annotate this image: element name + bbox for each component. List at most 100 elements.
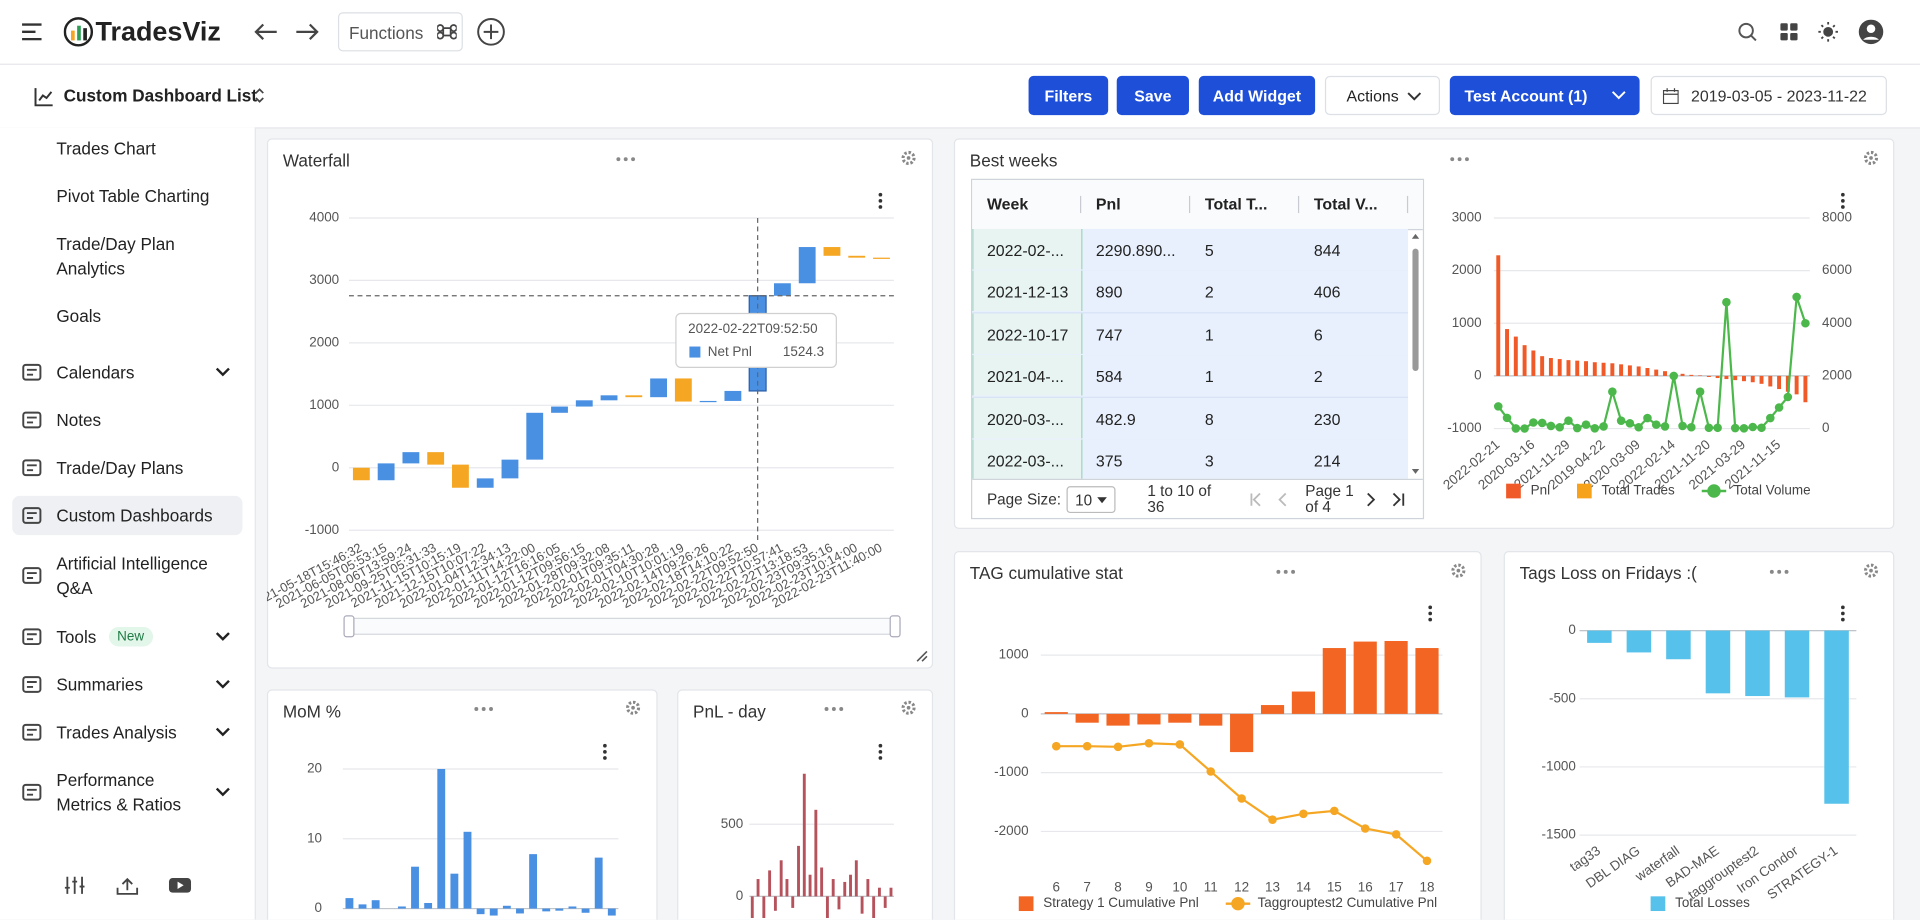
item-icon — [22, 723, 42, 741]
week-cell-bg — [972, 439, 1083, 479]
date-range[interactable]: 2019-03-05 - 2023-11-22 — [1650, 75, 1887, 116]
table-header: Week Pnl Total T... Total V... — [972, 180, 1423, 231]
sidebar-item[interactable]: Trade/Day Plans — [12, 448, 242, 487]
first-prev[interactable] — [1249, 492, 1298, 507]
column-header[interactable]: Total T... — [1204, 194, 1268, 214]
nav-arrows[interactable] — [252, 21, 321, 43]
column-header[interactable]: Pnl — [1095, 194, 1121, 214]
table-row[interactable]: 2021-12-13 890 2 406 — [972, 271, 1409, 314]
table-cell: 2022-02-... — [986, 241, 1064, 260]
functions-box[interactable]: Functions — [337, 12, 463, 52]
sidebar-item[interactable]: Artificial Intelligence Q&A — [12, 551, 242, 600]
sidebar-item[interactable]: Tools New — [12, 617, 242, 656]
actions-button[interactable]: Actions — [1324, 75, 1441, 116]
table-cell: 2021-12-13 — [986, 283, 1069, 302]
date-range-label: 2019-03-05 - 2023-11-22 — [1691, 86, 1867, 106]
table-row[interactable]: 2022-10-17 747 1 6 — [972, 313, 1409, 357]
widget-title: Tags Loss on Fridays :( — [1519, 563, 1697, 583]
functions-label: Functions — [348, 23, 424, 43]
table-cell: 2290.890... — [1095, 241, 1176, 260]
mom-widget: MoM % — [266, 689, 658, 920]
week-cell-bg — [972, 313, 1083, 354]
week-cell-bg — [972, 228, 1083, 270]
sidebar-item[interactable]: Pivot Table Charting — [12, 176, 242, 215]
table-row[interactable]: 2021-04-... 584 1 2 — [972, 355, 1409, 399]
column-separator — [1080, 195, 1082, 214]
add-widget-button[interactable]: Add Widget — [1198, 75, 1316, 116]
widget-title: TAG cumulative stat — [969, 563, 1123, 583]
column-separator — [1188, 195, 1191, 214]
save-button[interactable]: Save — [1116, 75, 1189, 116]
table-cell: 230 — [1313, 409, 1341, 429]
table-cell: 2 — [1204, 283, 1214, 302]
toolbar: Custom Dashboard List Filters Save Add W… — [0, 64, 1920, 129]
table-row[interactable]: 2022-02-... 2290.890... 5 844 — [972, 228, 1409, 272]
week-cell-bg — [972, 397, 1083, 438]
dashboard-icon — [34, 88, 53, 107]
sidebar-item[interactable]: Calendars — [12, 353, 242, 392]
calendar-icon — [1662, 88, 1679, 105]
table-cell: 5 — [1204, 241, 1214, 260]
item-label: Pivot Table Charting — [56, 186, 210, 206]
table-cell: 214 — [1313, 451, 1341, 471]
page-size-select[interactable]: 10 — [1066, 486, 1116, 514]
column-header[interactable]: Week — [986, 194, 1029, 214]
table-cell: 1 — [1204, 367, 1214, 386]
account-button[interactable]: Test Account (1) — [1449, 75, 1640, 116]
table-cell: 375 — [1095, 451, 1123, 471]
sidebar-footer-icons[interactable] — [64, 876, 194, 896]
sidebar-item[interactable]: Summaries — [12, 665, 242, 704]
sidebar-item[interactable]: Trades Analysis — [12, 713, 242, 752]
filters-button[interactable]: Filters — [1028, 75, 1109, 116]
table-row[interactable]: 2022-03-... 375 3 214 — [972, 439, 1409, 479]
widget-title: Waterfall — [282, 150, 350, 171]
table-footer: Page Size: 10 1 to 10 of 36 Page 1 of 4 — [972, 478, 1423, 519]
table-cell: 406 — [1313, 283, 1341, 302]
top-icons[interactable] — [1736, 19, 1885, 47]
widget-title: Best weeks — [969, 150, 1058, 171]
item-icon — [22, 507, 42, 524]
select-icon[interactable] — [253, 87, 265, 104]
sidebar-item[interactable]: Performance Metrics & Ratios — [12, 768, 242, 817]
scrollbar[interactable] — [1408, 229, 1423, 479]
item-badge: New — [108, 626, 153, 647]
actions-label: Actions — [1346, 86, 1399, 105]
chevron — [1611, 91, 1626, 100]
widget-title: MoM % — [282, 701, 341, 722]
sidebar-item[interactable]: Trade/Day Plan Analytics — [12, 231, 242, 280]
logo-icon — [63, 17, 94, 47]
sidebar-item[interactable]: Trades Chart — [12, 129, 242, 168]
chevron — [215, 787, 230, 797]
column-separator — [1297, 195, 1300, 214]
pnl-day-widget: PnL - day — [677, 689, 934, 920]
item-label: Trades Analysis — [56, 722, 177, 743]
table-cell: 1 — [1204, 325, 1214, 344]
item-label: Artificial Intelligence Q&A — [56, 553, 208, 598]
add-icon[interactable] — [476, 17, 505, 46]
menu-icon[interactable] — [22, 23, 42, 41]
column-separator — [1406, 195, 1409, 214]
item-icon — [22, 628, 42, 646]
waterfall-widget: Waterfall — [266, 138, 934, 669]
sidebar-item[interactable]: Custom Dashboards — [12, 495, 243, 536]
dashboard-title[interactable]: Custom Dashboard List — [63, 85, 258, 106]
item-label: Goals — [56, 306, 102, 326]
table-row[interactable]: 2020-03-... 482.9 8 230 — [972, 397, 1409, 441]
brand[interactable]: TradesViz — [95, 15, 221, 47]
command-icon — [437, 24, 457, 40]
sidebar-item[interactable]: Goals — [12, 296, 242, 335]
column-header[interactable]: Total V... — [1313, 194, 1378, 214]
sidebar-item[interactable]: Notes — [12, 400, 242, 439]
table-cell: 6 — [1313, 325, 1323, 344]
sidebar: Trades Chart Pivot Table Charting Trade/Da… — [0, 127, 256, 920]
chevron — [215, 632, 230, 641]
item-label: Performance Metrics & Ratios — [56, 770, 182, 815]
table-cell: 2 — [1313, 367, 1323, 386]
item-label: Calendars — [56, 362, 135, 383]
table-cell: 747 — [1095, 325, 1123, 344]
item-icon — [22, 783, 42, 801]
account-label: Test Account (1) — [1464, 86, 1588, 105]
item-label: Custom Dashboards — [56, 505, 213, 526]
next-last[interactable] — [1364, 492, 1413, 507]
chevron — [215, 679, 230, 689]
